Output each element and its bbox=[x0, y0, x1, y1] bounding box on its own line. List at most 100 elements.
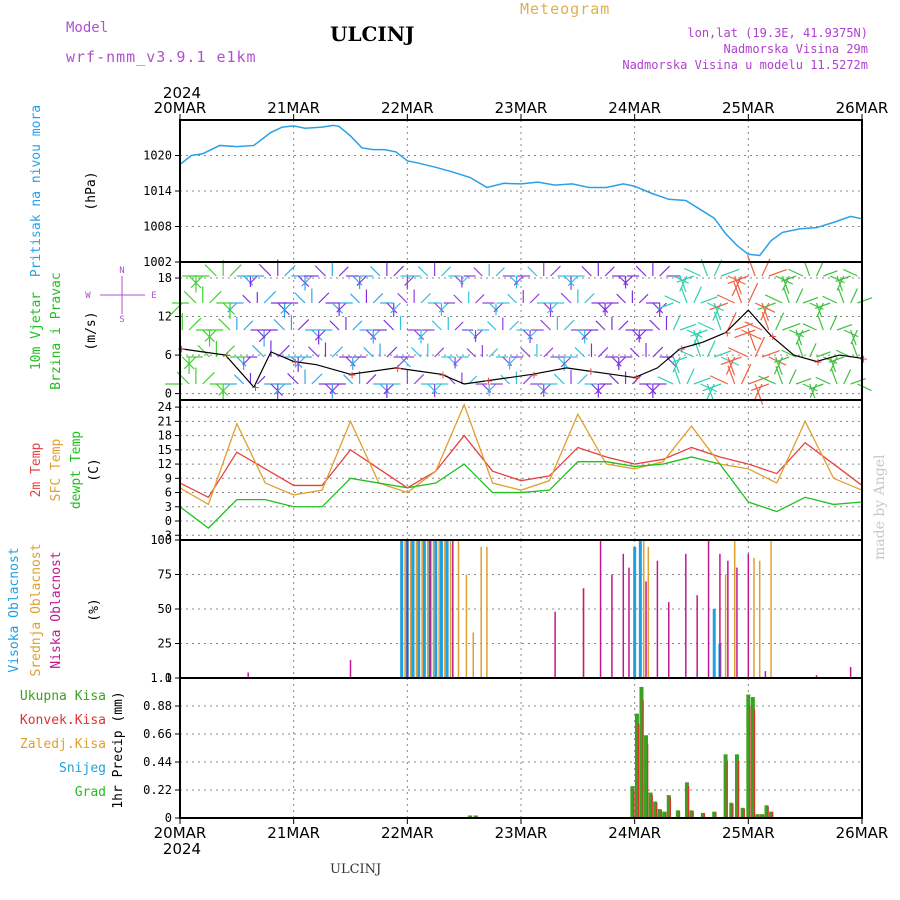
wind-arrow bbox=[761, 349, 781, 358]
precip-bar-total bbox=[648, 792, 653, 818]
y-tick-label: 0.66 bbox=[143, 727, 172, 741]
wind-arrow bbox=[502, 356, 513, 367]
wind-arrow bbox=[352, 320, 363, 331]
y-tick-label: 24 bbox=[158, 400, 172, 414]
wind-arrow bbox=[754, 336, 765, 358]
date-label-top: 26MAR bbox=[836, 99, 889, 117]
wind-arrow bbox=[714, 350, 732, 358]
wind-arrow bbox=[527, 266, 538, 277]
wind-arrow bbox=[183, 356, 197, 370]
wind-arrow bbox=[411, 347, 422, 358]
wind-arrow bbox=[758, 375, 776, 385]
wind-arrow bbox=[234, 374, 245, 385]
wind-arrow bbox=[815, 262, 824, 277]
wind-arrow bbox=[733, 282, 743, 304]
wind-arrow bbox=[693, 339, 702, 358]
wind-arrow bbox=[307, 346, 320, 358]
wind-arrow bbox=[775, 312, 785, 331]
wind-panel: 0 6 12 18 bbox=[158, 262, 862, 401]
model-elevation: Nadmorska Visina u modelu 11.5272m bbox=[622, 58, 868, 72]
precip-bar-convective bbox=[743, 808, 745, 818]
precip-axis-title: 1hr Precip (mm) bbox=[111, 691, 126, 808]
wind-arrow bbox=[597, 347, 609, 358]
wind-arrow bbox=[754, 383, 764, 405]
wind-arrow bbox=[616, 293, 626, 304]
wind-axis-title: 10m Vjetar bbox=[29, 292, 44, 370]
wind-arrow bbox=[817, 315, 824, 331]
wind-arrow bbox=[560, 292, 572, 304]
wind-arrow bbox=[386, 346, 398, 358]
temp-line-t2m bbox=[179, 434, 863, 499]
wind-arrow bbox=[188, 317, 202, 331]
precip-legend-item: Grad bbox=[75, 785, 106, 800]
precip-bar-convective bbox=[665, 812, 667, 818]
wind-arrow bbox=[595, 383, 606, 394]
model-name: wrf-nmm_v3.9.1 e1km bbox=[66, 48, 257, 66]
wind-arrow bbox=[520, 347, 531, 358]
wind-arrow bbox=[618, 320, 629, 331]
wind-arrow bbox=[540, 319, 551, 331]
wind-arrow bbox=[684, 267, 701, 277]
wind-arrow bbox=[623, 275, 633, 286]
wind-arrow bbox=[500, 374, 511, 385]
wind-arrow bbox=[713, 311, 722, 331]
wind-arrow bbox=[609, 374, 620, 385]
precip-bar-total bbox=[630, 786, 635, 818]
precip-bar-total bbox=[666, 795, 671, 818]
y-tick-label: 50 bbox=[158, 602, 172, 616]
wind-arrow bbox=[543, 302, 554, 313]
wind-arrow bbox=[602, 302, 613, 313]
wind-arrow bbox=[277, 302, 290, 316]
date-label-top: 20MAR bbox=[154, 99, 207, 117]
wind-arrow bbox=[222, 302, 235, 315]
precip-bar-total bbox=[657, 809, 662, 818]
wind-arrow bbox=[397, 293, 408, 304]
y-tick-label: 1008 bbox=[143, 220, 172, 234]
wind-arrow bbox=[706, 340, 716, 358]
y-tick-label: 1014 bbox=[143, 184, 172, 198]
wind-arrow bbox=[453, 356, 463, 366]
model-label: Model bbox=[66, 20, 109, 36]
wind-arrow bbox=[556, 356, 568, 368]
wind-arrow bbox=[850, 377, 866, 385]
precip-bar-total bbox=[467, 815, 472, 818]
y-tick-label: 21 bbox=[158, 414, 172, 428]
wind-arrow bbox=[597, 302, 609, 313]
wind-arrow bbox=[828, 356, 845, 364]
wind-gust-point: + bbox=[814, 355, 823, 368]
wind-arrow bbox=[709, 302, 729, 311]
precip-bar-convective bbox=[642, 700, 644, 818]
wind-gust-point: + bbox=[632, 372, 641, 385]
wind-arrow bbox=[727, 275, 749, 285]
wind-arrow bbox=[243, 320, 254, 331]
wind-gust-point: + bbox=[177, 343, 186, 356]
meteogram-title: Meteogram bbox=[520, 0, 611, 18]
y-tick-label: 12 bbox=[158, 457, 172, 471]
wind-arrow bbox=[709, 375, 729, 385]
date-label-top: 25MAR bbox=[722, 99, 775, 117]
wind-arrow bbox=[781, 349, 797, 358]
wind-arrow bbox=[747, 282, 759, 304]
wind-arrow bbox=[202, 371, 215, 385]
year-label-top: 2024 bbox=[163, 84, 201, 102]
wind-arrow bbox=[796, 341, 804, 358]
wind-arrow bbox=[413, 329, 425, 340]
precip-bar-total bbox=[750, 697, 755, 818]
precip-bar-convective bbox=[660, 809, 662, 818]
wind-arrow bbox=[287, 372, 299, 385]
wind-arrow bbox=[352, 275, 363, 286]
wind-arrow bbox=[851, 342, 859, 358]
precip-bar-convective bbox=[470, 815, 473, 818]
wind-arrow bbox=[645, 383, 657, 395]
precip-bar-convective bbox=[692, 811, 694, 818]
wind-arrow bbox=[550, 265, 561, 277]
cloud-axis-low: Niska Oblacnost bbox=[49, 551, 64, 668]
wind-arrow bbox=[202, 329, 215, 343]
wind-arrow bbox=[857, 383, 872, 392]
precip-bar-convective bbox=[669, 797, 672, 818]
precip-bar-convective bbox=[737, 760, 740, 818]
wind-arrow bbox=[567, 275, 579, 286]
precip-bar-total bbox=[740, 807, 745, 818]
